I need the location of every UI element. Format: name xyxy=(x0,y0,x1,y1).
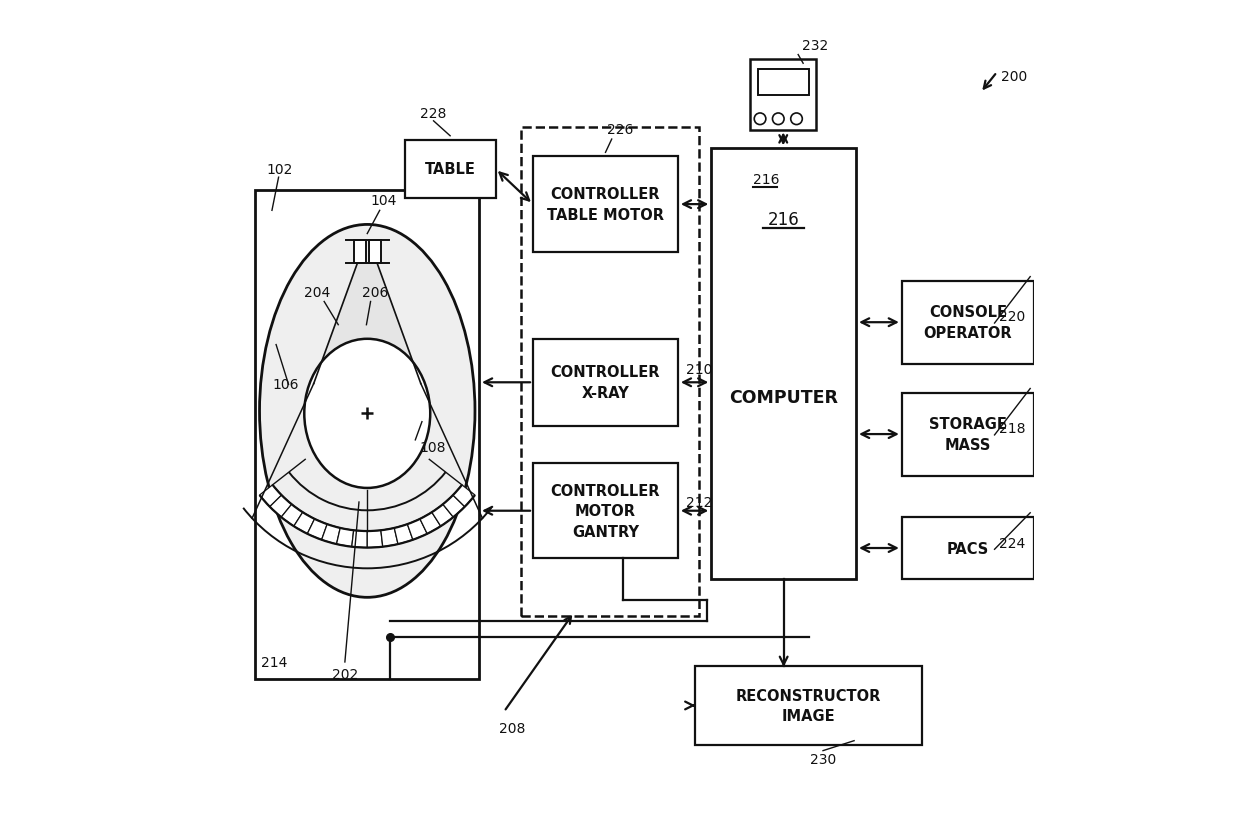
Text: X-RAY: X-RAY xyxy=(582,385,630,400)
Text: MOTOR: MOTOR xyxy=(575,503,636,518)
Text: 200: 200 xyxy=(1001,70,1028,84)
Polygon shape xyxy=(294,512,315,534)
Ellipse shape xyxy=(304,339,430,488)
Text: CONSOLE: CONSOLE xyxy=(929,305,1007,320)
Text: OPERATOR: OPERATOR xyxy=(924,326,1012,340)
Bar xyxy=(694,666,923,745)
Circle shape xyxy=(754,114,766,125)
Text: GANTRY: GANTRY xyxy=(572,524,639,539)
Text: TABLE: TABLE xyxy=(424,162,476,177)
Text: MASS: MASS xyxy=(945,437,991,452)
Text: 224: 224 xyxy=(998,536,1025,550)
Text: 212: 212 xyxy=(686,496,713,509)
Text: COMPUTER: COMPUTER xyxy=(729,388,838,406)
Polygon shape xyxy=(259,485,281,507)
Polygon shape xyxy=(443,496,465,517)
Bar xyxy=(533,157,678,252)
Bar xyxy=(353,241,366,264)
Polygon shape xyxy=(367,531,383,548)
Text: 106: 106 xyxy=(272,378,299,392)
Text: CONTROLLER: CONTROLLER xyxy=(551,187,660,202)
Bar xyxy=(712,149,856,579)
Polygon shape xyxy=(394,524,413,544)
Polygon shape xyxy=(381,528,398,547)
Bar xyxy=(750,60,816,130)
Text: PACS: PACS xyxy=(947,541,990,556)
Text: RECONSTRUCTOR: RECONSTRUCTOR xyxy=(735,688,882,703)
Bar xyxy=(521,128,698,617)
Text: STORAGE: STORAGE xyxy=(929,416,1007,431)
Text: 202: 202 xyxy=(332,668,358,681)
Text: 102: 102 xyxy=(267,163,293,176)
Bar xyxy=(533,339,678,426)
Text: 108: 108 xyxy=(419,440,446,454)
Text: CONTROLLER: CONTROLLER xyxy=(551,365,660,380)
Polygon shape xyxy=(281,505,303,527)
Polygon shape xyxy=(314,264,420,384)
Text: 206: 206 xyxy=(362,285,388,299)
Polygon shape xyxy=(408,519,428,540)
Ellipse shape xyxy=(259,225,475,598)
Text: 218: 218 xyxy=(998,422,1025,436)
Circle shape xyxy=(791,114,802,125)
Text: TABLE MOTOR: TABLE MOTOR xyxy=(547,207,663,222)
Bar xyxy=(901,282,1034,364)
Polygon shape xyxy=(453,485,475,507)
Bar xyxy=(404,140,496,199)
Bar xyxy=(901,517,1034,579)
Text: 220: 220 xyxy=(998,310,1025,324)
Text: IMAGE: IMAGE xyxy=(781,708,836,723)
Text: 208: 208 xyxy=(498,721,526,736)
Text: 228: 228 xyxy=(420,106,446,120)
Text: 216: 216 xyxy=(768,211,800,228)
Circle shape xyxy=(773,114,784,125)
Polygon shape xyxy=(336,528,353,547)
Text: 204: 204 xyxy=(304,285,331,299)
Text: 210: 210 xyxy=(686,363,713,377)
Bar xyxy=(370,241,381,264)
Text: CONTROLLER: CONTROLLER xyxy=(551,483,660,498)
Polygon shape xyxy=(432,505,454,527)
Polygon shape xyxy=(308,519,327,540)
Text: 226: 226 xyxy=(606,123,634,137)
Text: 104: 104 xyxy=(371,194,397,208)
Bar xyxy=(255,191,479,679)
Text: 214: 214 xyxy=(262,655,288,669)
Polygon shape xyxy=(352,531,367,548)
Bar xyxy=(533,463,678,558)
Bar xyxy=(901,393,1034,476)
Bar xyxy=(758,70,808,95)
Text: 232: 232 xyxy=(801,38,828,53)
Text: 216: 216 xyxy=(753,173,779,186)
Polygon shape xyxy=(270,496,291,517)
Polygon shape xyxy=(321,524,340,544)
Text: 230: 230 xyxy=(810,752,836,766)
Polygon shape xyxy=(420,512,440,534)
